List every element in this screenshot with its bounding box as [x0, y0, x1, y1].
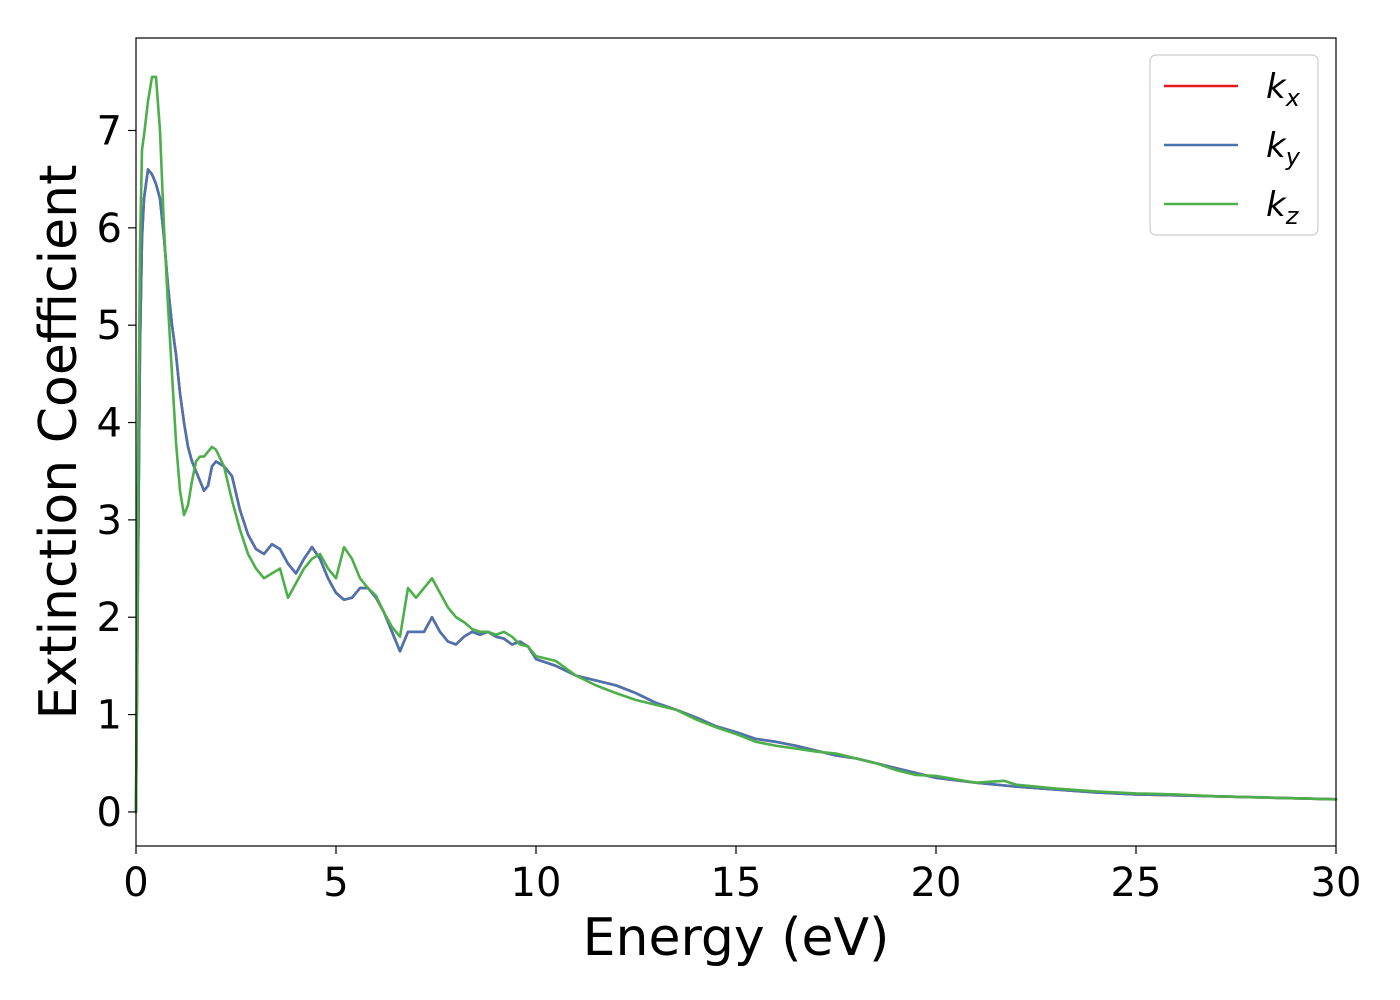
y-tick-label: 4 — [97, 401, 122, 447]
legend-label-base: k — [1266, 185, 1287, 225]
legend-label-subscript: z — [1285, 202, 1300, 230]
x-tick-label: 10 — [511, 860, 562, 906]
x-tick-label: 20 — [911, 860, 962, 906]
series-line-z — [134, 75, 1338, 814]
y-tick-label: 5 — [97, 303, 122, 349]
x-tick-label: 25 — [1111, 860, 1162, 906]
x-axis-ticks: 0 5 10 15 20 25 30 — [123, 846, 1361, 906]
y-axis-ticks: 0 1 2 3 4 5 6 7 — [97, 108, 136, 836]
x-axis-label: Energy (eV) — [583, 908, 890, 968]
y-tick-label: 3 — [97, 498, 122, 544]
legend-label-base: k — [1266, 126, 1287, 166]
y-tick-label: 7 — [97, 108, 122, 154]
x-tick-label: 30 — [1311, 860, 1362, 906]
legend-label-subscript: x — [1285, 84, 1301, 112]
y-tick-label: 0 — [97, 790, 122, 836]
legend-label-y: ky — [1266, 126, 1301, 171]
x-tick-label: 15 — [711, 860, 762, 906]
y-tick-label: 2 — [97, 595, 122, 641]
y-axis-label: Extinction Coefficient — [29, 165, 89, 720]
legend-label-x: kx — [1266, 67, 1301, 112]
x-tick-label: 5 — [323, 860, 348, 906]
legend-label-base: k — [1266, 67, 1287, 107]
y-tick-label: 6 — [97, 206, 122, 252]
y-tick-label: 1 — [97, 693, 122, 739]
series-layer — [134, 75, 1338, 814]
legend-label-z: kz — [1266, 185, 1300, 230]
x-tick-label: 0 — [123, 860, 148, 906]
legend-label-subscript: y — [1285, 143, 1301, 171]
